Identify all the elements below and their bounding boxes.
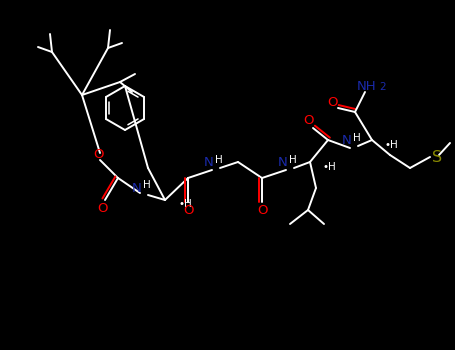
Text: N: N — [342, 134, 352, 147]
Text: H: H — [215, 155, 223, 165]
Text: H: H — [143, 180, 151, 190]
Text: N: N — [278, 156, 288, 169]
Text: •H: •H — [178, 199, 192, 209]
Text: NH: NH — [357, 80, 377, 93]
Text: N: N — [204, 156, 214, 169]
Text: N: N — [132, 182, 142, 195]
Text: •H: •H — [323, 162, 337, 172]
Text: H: H — [353, 133, 361, 143]
Text: H: H — [289, 155, 297, 165]
Text: S: S — [432, 149, 442, 164]
Text: O: O — [257, 203, 267, 217]
Text: O: O — [327, 96, 337, 108]
Text: •H: •H — [385, 140, 399, 150]
Text: 2: 2 — [379, 82, 386, 92]
Text: O: O — [183, 203, 193, 217]
Text: O: O — [304, 113, 314, 126]
Text: O: O — [93, 148, 103, 161]
Text: O: O — [98, 202, 108, 215]
